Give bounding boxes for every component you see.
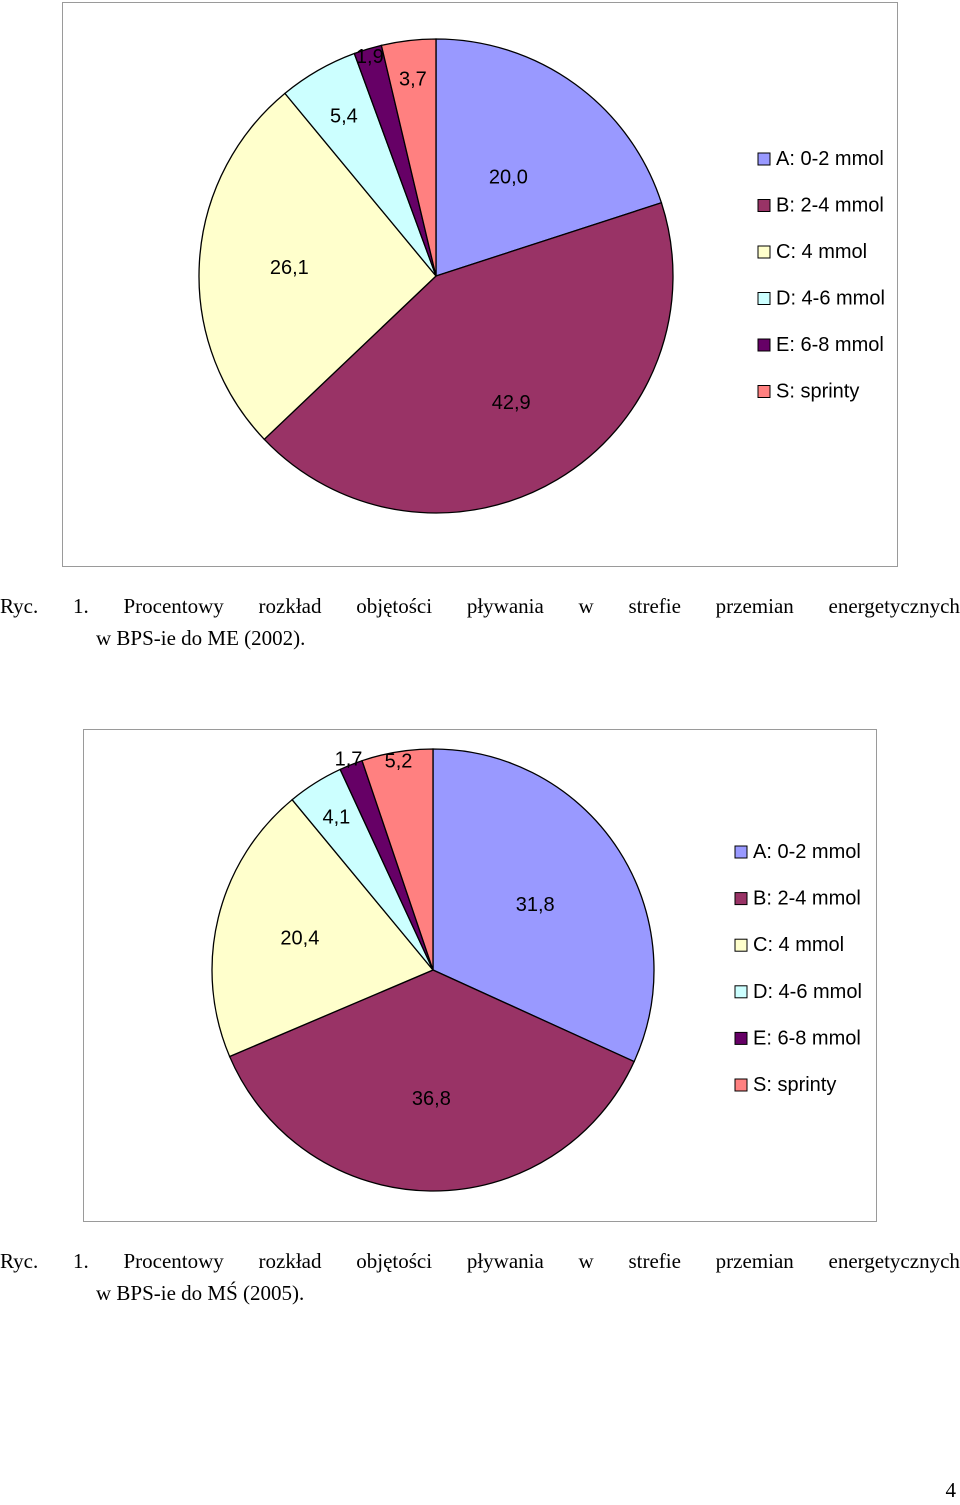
caption-word: pływania bbox=[466, 1249, 544, 1273]
caption-word: strefie bbox=[628, 594, 681, 618]
caption-word: 1. bbox=[72, 594, 89, 618]
data-label: 3,7 bbox=[399, 68, 427, 90]
pie-slice-a bbox=[435, 38, 663, 277]
data-label: 26,1 bbox=[270, 257, 309, 279]
caption-word: Procentowy bbox=[123, 594, 224, 618]
legend-label: E: 6-8 mmol bbox=[776, 334, 884, 356]
caption-word: objętości bbox=[356, 1249, 433, 1273]
caption-word: w bbox=[578, 594, 594, 618]
legend-label: A: 0-2 mmol bbox=[753, 841, 861, 863]
caption-word: energetycznych bbox=[828, 594, 960, 618]
legend-swatch bbox=[734, 985, 748, 999]
pie-chart-2005: 31,8 36,8 20,4 4,1 1,7 5,2 A: 0-2 mmol B: 2-4 m… bbox=[83, 729, 877, 1222]
legend-label: A: 0-2 mmol bbox=[776, 148, 884, 170]
caption-word: objętości bbox=[356, 594, 433, 618]
caption-2005-line2: w BPS-ie do MŚ (2005). bbox=[96, 1281, 305, 1305]
caption-word: strefie bbox=[628, 1249, 681, 1273]
caption-word: energetycznych bbox=[828, 1249, 960, 1273]
legend-label: C: 4 mmol bbox=[753, 934, 844, 956]
caption-word: w bbox=[578, 1249, 594, 1273]
caption-2005: Ryc. 1. Procentowy rozkład objętości pływania… bbox=[0, 1245, 960, 1309]
pie-chart-2005-svg: 31,8 36,8 20,4 4,1 1,7 5,2 A: 0-2 mmol B: 2-4 m… bbox=[211, 748, 862, 1192]
legend-swatch bbox=[734, 938, 748, 952]
legend-label: E: 6-8 mmol bbox=[753, 1027, 861, 1049]
caption-word: przemian bbox=[715, 594, 794, 618]
caption-word: 1. bbox=[72, 1249, 89, 1273]
caption-word: Procentowy bbox=[123, 1249, 224, 1273]
legend-swatch bbox=[734, 1031, 748, 1045]
pie-chart-2002: 20,0 42,9 26,1 5,4 1,9 3,7 A: 0-2 mmol B: 2-4 m… bbox=[62, 2, 898, 567]
legend-swatch bbox=[757, 245, 771, 259]
caption-2002-line2: w BPS-ie do ME (2002). bbox=[96, 626, 306, 650]
data-label: 20,4 bbox=[280, 928, 319, 950]
caption-2002: Ryc. 1. Procentowy rozkład objętości pływania… bbox=[0, 590, 960, 654]
legend-swatch bbox=[757, 338, 771, 352]
legend-label: S: sprinty bbox=[776, 381, 859, 403]
caption-word: przemian bbox=[715, 1249, 794, 1273]
caption-word: Ryc. bbox=[0, 1249, 39, 1273]
legend-swatch bbox=[734, 892, 748, 906]
legend-swatch bbox=[757, 292, 771, 305]
pie-chart-2002-svg: 20,0 42,9 26,1 5,4 1,9 3,7 A: 0-2 mmol B: 2-4 m… bbox=[198, 38, 885, 514]
data-label: 31,8 bbox=[516, 894, 555, 916]
caption-word: Ryc. bbox=[0, 594, 39, 618]
legend-label: C: 4 mmol bbox=[776, 241, 867, 263]
caption-word: rozkład bbox=[258, 594, 322, 618]
data-label: 5,4 bbox=[330, 106, 358, 128]
legend-swatch bbox=[757, 199, 771, 212]
legend-label: S: sprinty bbox=[753, 1074, 836, 1096]
caption-word: rozkład bbox=[258, 1249, 322, 1273]
page-number: 4 bbox=[945, 1478, 957, 1502]
legend-label: D: 4-6 mmol bbox=[753, 981, 862, 1003]
legend-label: D: 4-6 mmol bbox=[776, 288, 885, 310]
legend-swatch bbox=[734, 845, 748, 859]
caption-2005-line1: Ryc. 1. Procentowy rozkład objętości pływania… bbox=[0, 1245, 960, 1277]
pie-slice-c bbox=[198, 92, 437, 441]
legend-swatch bbox=[757, 385, 771, 398]
data-label: 20,0 bbox=[489, 166, 528, 188]
legend-swatch bbox=[734, 1078, 748, 1092]
pie-slice-b bbox=[228, 969, 635, 1192]
caption-word: pływania bbox=[466, 594, 544, 618]
data-label: 5,2 bbox=[385, 751, 413, 773]
data-label: 42,9 bbox=[492, 392, 531, 414]
data-label: 4,1 bbox=[322, 807, 350, 829]
data-label: 36,8 bbox=[412, 1088, 451, 1110]
data-label: 1,7 bbox=[335, 749, 363, 771]
legend-swatch bbox=[757, 152, 771, 166]
data-label: 1,9 bbox=[356, 46, 384, 68]
pie-slice-s bbox=[380, 38, 437, 277]
pie-slice-a bbox=[432, 748, 655, 1063]
pie-slice-b bbox=[263, 201, 674, 514]
pie-slice-s bbox=[361, 748, 434, 971]
caption-2002-line1: Ryc. 1. Procentowy rozkład objętości pływania… bbox=[0, 590, 960, 622]
pie-slice-c bbox=[211, 798, 435, 1058]
legend-label: B: 2-4 mmol bbox=[753, 888, 861, 910]
legend-label: B: 2-4 mmol bbox=[776, 195, 884, 217]
